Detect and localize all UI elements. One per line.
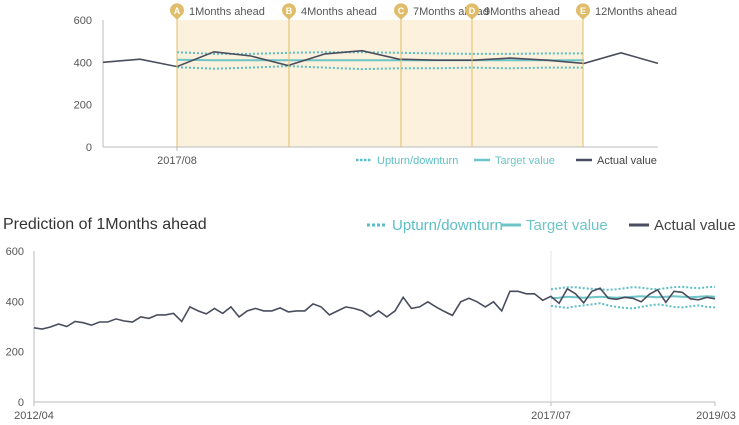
legend-target-value-label: Target value bbox=[495, 155, 555, 167]
chart-bottom: Prediction of 1Months ahead 0 200 400 600 2… bbox=[3, 216, 736, 422]
marker-label: 1Months ahead bbox=[189, 6, 265, 18]
actual-value-line bbox=[33, 287, 716, 330]
legend-target-value: Target value bbox=[474, 155, 555, 167]
y-tick-label: 200 bbox=[74, 100, 92, 112]
marker-b: B 4Months ahead bbox=[282, 3, 377, 147]
y-tick-label: 400 bbox=[6, 296, 24, 308]
legend-upturn-downturn-label: Upturn/downturn bbox=[377, 155, 458, 167]
forecast-window-shade bbox=[177, 20, 583, 147]
y-tick-label: 600 bbox=[6, 246, 24, 258]
legend-upturn-downturn: Upturn/downturn bbox=[356, 155, 458, 167]
marker-pin-icon bbox=[282, 3, 297, 21]
marker-d: D 9Months ahead bbox=[465, 3, 560, 147]
y-tick-label: 0 bbox=[86, 142, 92, 154]
marker-letter: D bbox=[469, 6, 476, 16]
x-tick-label: 2019/03 bbox=[696, 410, 736, 422]
chart-top: A 1Months ahead B 4Months ahead C 7Months ahe… bbox=[74, 3, 677, 167]
marker-pin-icon bbox=[576, 3, 590, 21]
legend-target-value: Target value bbox=[501, 217, 608, 234]
marker-pin-icon bbox=[394, 3, 409, 21]
marker-pin-icon bbox=[170, 3, 185, 21]
y-tick-label: 200 bbox=[6, 347, 24, 359]
marker-e: E 12Months ahead bbox=[576, 3, 677, 147]
y-tick-label: 0 bbox=[18, 397, 24, 409]
legend-top: Upturn/downturn Target value Actual value bbox=[356, 155, 657, 167]
downturn-line bbox=[550, 302, 716, 310]
x-tick-label: 2017/08 bbox=[157, 155, 197, 167]
upturn-line bbox=[550, 285, 716, 291]
legend-upturn-downturn-label: Upturn/downturn bbox=[392, 217, 503, 234]
marker-letter: E bbox=[580, 6, 586, 16]
y-tick-label: 600 bbox=[74, 15, 92, 27]
marker-letter: C bbox=[398, 6, 405, 16]
marker-label: 9Months ahead bbox=[484, 6, 560, 18]
legend-actual-value: Actual value bbox=[629, 217, 736, 234]
marker-letter: A bbox=[174, 6, 181, 16]
x-tick-label: 2017/07 bbox=[531, 410, 571, 422]
legend-actual-value: Actual value bbox=[576, 155, 657, 167]
y-tick-label: 400 bbox=[74, 57, 92, 69]
marker-label: 4Months ahead bbox=[301, 6, 377, 18]
marker-letter: B bbox=[286, 6, 293, 16]
marker-a: A 1Months ahead bbox=[170, 3, 265, 147]
legend-upturn-downturn: Upturn/downturn bbox=[367, 217, 503, 234]
actual-value-line bbox=[102, 49, 659, 68]
legend-actual-value-label: Actual value bbox=[654, 217, 736, 234]
marker-pin-icon bbox=[465, 3, 480, 21]
legend-actual-value-label: Actual value bbox=[597, 155, 657, 167]
marker-label: 12Months ahead bbox=[595, 6, 677, 18]
legend-bottom: Upturn/downturn Target value Actual value bbox=[367, 217, 736, 234]
x-tick-label: 2012/04 bbox=[14, 410, 54, 422]
legend-target-value-label: Target value bbox=[526, 217, 608, 234]
chart-title: Prediction of 1Months ahead bbox=[3, 216, 207, 233]
